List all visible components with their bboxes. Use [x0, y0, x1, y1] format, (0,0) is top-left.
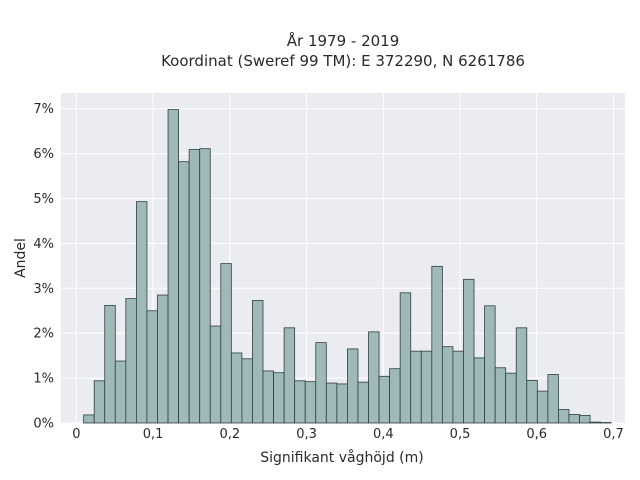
histogram-bar [125, 298, 137, 424]
histogram-bar [368, 331, 380, 424]
y-tick-label: 6% [33, 147, 54, 162]
y-tick-labels: 0% 1% 2% 3% 4% 5% 6% 7% [33, 102, 54, 431]
x-tick-label: 0,1 [143, 427, 164, 442]
y-tick-label: 5% [33, 192, 54, 207]
histogram-bar [515, 327, 528, 424]
x-tick-label: 0,7 [603, 427, 624, 442]
x-axis-label: Signifikant våghöjd (m) [260, 449, 423, 466]
bars [83, 109, 612, 424]
x-tick-label: 0,3 [296, 427, 317, 442]
y-tick-label: 7% [33, 102, 54, 117]
histogram-bar [558, 409, 570, 424]
histogram-bar [536, 390, 549, 424]
y-axis-label: Andel [13, 238, 29, 278]
x-tick-label: 0,2 [219, 427, 240, 442]
histogram-bar [199, 148, 211, 424]
histogram-bar [230, 352, 243, 424]
histogram-bar [420, 350, 433, 424]
histogram-bar [547, 374, 559, 424]
y-tick-label: 2% [33, 327, 54, 342]
histogram-bar [526, 379, 538, 424]
histogram-bar [83, 414, 95, 424]
histogram-bar [452, 350, 464, 424]
histogram-bar [579, 414, 591, 424]
chart-title: År 1979 - 2019 [287, 31, 400, 50]
y-tick-label: 4% [33, 237, 54, 252]
y-tick-label: 1% [33, 372, 54, 387]
histogram-bar [93, 380, 106, 424]
histogram-bar [378, 375, 391, 424]
histogram-bar [484, 305, 496, 424]
histogram-bar [589, 421, 602, 424]
histogram-bar [135, 201, 148, 424]
x-gridlines [75, 93, 614, 423]
x-tick-label: 0,5 [450, 427, 471, 442]
histogram-bar [336, 383, 348, 424]
histogram-bar [399, 292, 412, 424]
histogram-bar [252, 300, 264, 424]
histogram-bar [294, 380, 306, 424]
histogram-bar [304, 381, 317, 424]
histogram-bar [347, 348, 359, 424]
histogram-bar [389, 368, 401, 424]
histogram-bar [325, 382, 338, 424]
histogram-bar [209, 325, 222, 424]
histogram-bar [273, 372, 285, 424]
histogram-bar [178, 161, 190, 424]
histogram-bar [188, 149, 201, 424]
histogram-bar [146, 310, 158, 424]
x-tick-label: 0,6 [526, 427, 547, 442]
histogram-bar [220, 263, 232, 424]
y-tick-label: 3% [33, 282, 54, 297]
histogram-bar [104, 304, 116, 424]
histogram-bar [568, 414, 580, 424]
histogram-bar [283, 327, 296, 424]
histogram-bar [157, 294, 169, 424]
x-tick-label: 0 [72, 427, 80, 442]
histogram-bar [315, 342, 327, 424]
histogram-bar [114, 360, 127, 424]
histogram-bar [357, 381, 369, 424]
chart-subtitle: Koordinat (Sweref 99 TM): E 372290, N 62… [161, 52, 525, 70]
histogram-bar [410, 350, 422, 424]
histogram-bar [441, 346, 454, 424]
histogram-bar [463, 278, 475, 424]
histogram-bar [241, 358, 253, 424]
y-tick-label: 0% [33, 417, 54, 432]
histogram-bar [505, 372, 517, 424]
histogram-bar [473, 357, 485, 424]
histogram-bar [167, 109, 179, 424]
x-tick-label: 0,4 [373, 427, 394, 442]
x-tick-labels: 0 0,1 0,2 0,3 0,4 0,5 0,6 0,7 [72, 427, 624, 442]
histogram-bar [262, 370, 274, 424]
histogram-bar [494, 367, 507, 424]
histogram-bar [431, 265, 443, 424]
